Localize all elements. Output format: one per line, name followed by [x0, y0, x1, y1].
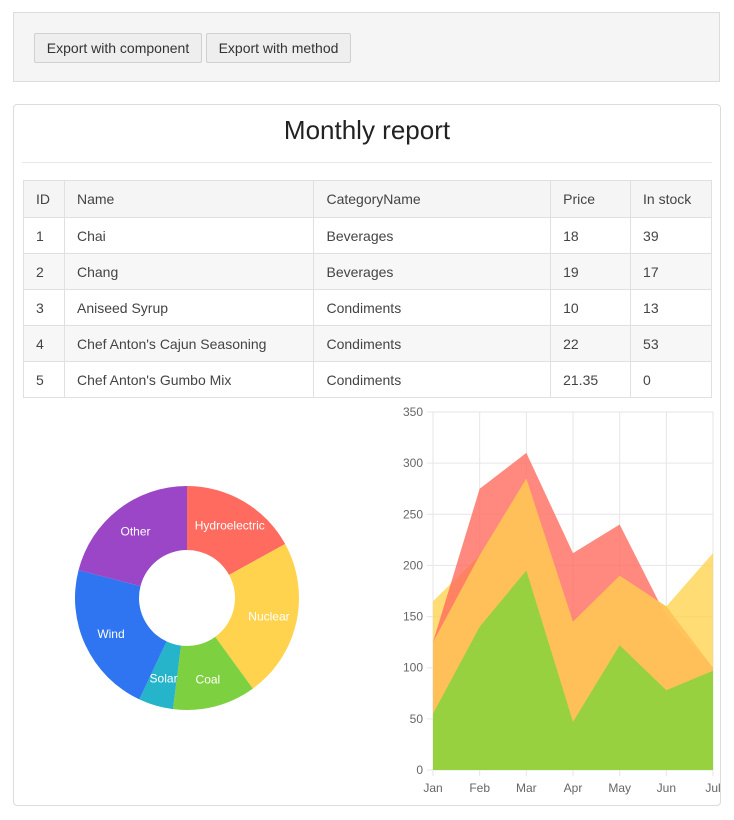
- cell-id: 5: [23, 361, 65, 398]
- donut-label-solar: Solar: [150, 672, 178, 686]
- cell-id: 2: [23, 253, 65, 290]
- donut-label-other: Other: [121, 525, 151, 539]
- cell-name: Aniseed Syrup: [63, 289, 315, 326]
- report-card: Monthly report ID Name CategoryName Pric…: [13, 104, 721, 806]
- donut-label-wind: Wind: [97, 627, 124, 641]
- cell-price: 10: [550, 289, 632, 326]
- table-row: 3 Aniseed Syrup Condiments 10 13: [23, 289, 712, 326]
- donut-label-nuclear: Nuclear: [248, 609, 289, 623]
- cell-category: Condiments: [313, 289, 552, 326]
- x-tick-label: Jun: [657, 781, 676, 795]
- donut-slice-nuclear: [215, 544, 299, 689]
- export-with-component-button[interactable]: Export with component: [34, 33, 202, 63]
- table-row: 5 Chef Anton's Gumbo Mix Condiments 21.3…: [23, 361, 712, 398]
- cell-in-stock: 17: [630, 253, 712, 290]
- area-series-4: [433, 570, 713, 770]
- cell-name: Chef Anton's Gumbo Mix: [63, 361, 315, 398]
- report-title: Monthly report: [283, 115, 451, 145]
- column-header-name: Name: [63, 180, 315, 218]
- energy-donut-chart: Hydroelectric Nuclear Coal Solar Wind Other: [75, 486, 299, 710]
- cell-in-stock: 13: [630, 289, 712, 326]
- cell-name: Chef Anton's Cajun Seasoning: [63, 325, 315, 362]
- column-header-id: ID: [23, 180, 65, 218]
- table-header-row: ID Name CategoryName Price In stock: [23, 180, 712, 218]
- x-tick-label: Mar: [516, 781, 537, 795]
- donut-label-coal: Coal: [196, 672, 221, 686]
- column-header-category: CategoryName: [313, 180, 552, 218]
- cell-category: Condiments: [313, 361, 552, 398]
- y-tick-label: 200: [403, 558, 423, 572]
- donut-slice-solar: [139, 641, 181, 710]
- products-table: ID Name CategoryName Price In stock 1 Ch…: [23, 180, 712, 398]
- x-tick-label: Feb: [469, 781, 490, 795]
- monthly-area-chart: 0 50 100 150 200 250 300 350 Jan Feb Mar Apr May Jun J…: [403, 405, 721, 795]
- cell-name: Chai: [63, 217, 315, 254]
- cell-in-stock: 39: [630, 217, 712, 254]
- donut-label-hydroelectric: Hydroelectric: [195, 519, 265, 533]
- cell-category: Beverages: [313, 217, 552, 254]
- y-tick-label: 0: [416, 763, 423, 777]
- cell-in-stock: 53: [630, 325, 712, 362]
- cell-price: 18: [550, 217, 632, 254]
- column-header-in-stock: In stock: [630, 180, 712, 218]
- table-row: 4 Chef Anton's Cajun Seasoning Condiment…: [23, 325, 712, 362]
- donut-slice-hydroelectric: [187, 486, 286, 575]
- y-tick-label: 50: [410, 712, 424, 726]
- cell-in-stock: 0: [630, 361, 712, 398]
- table-row: 2 Chang Beverages 19 17: [23, 253, 712, 290]
- y-tick-label: 150: [403, 610, 423, 624]
- cell-category: Beverages: [313, 253, 552, 290]
- x-tick-label: Apr: [564, 781, 583, 795]
- cell-price: 21.35: [550, 361, 632, 398]
- donut-slice-coal: [172, 636, 253, 710]
- donut-slice-wind: [75, 570, 167, 700]
- y-tick-label: 250: [403, 507, 423, 521]
- export-with-method-button[interactable]: Export with method: [206, 33, 351, 63]
- y-tick-label: 100: [403, 661, 423, 675]
- cell-price: 19: [550, 253, 632, 290]
- x-tick-label: Jan: [423, 781, 442, 795]
- donut-slice-other: [78, 486, 187, 587]
- export-toolbar: Export with component Export with method: [13, 12, 720, 82]
- x-tick-label: Jul: [705, 781, 720, 795]
- cell-price: 22: [550, 325, 632, 362]
- cell-id: 4: [23, 325, 65, 362]
- table-row: 1 Chai Beverages 18 39: [23, 217, 712, 254]
- cell-id: 3: [23, 289, 65, 326]
- cell-name: Chang: [63, 253, 315, 290]
- title-divider: [22, 162, 712, 163]
- cell-category: Condiments: [313, 325, 552, 362]
- x-tick-label: May: [608, 781, 631, 795]
- column-header-price: Price: [550, 180, 632, 218]
- y-tick-label: 300: [403, 456, 423, 470]
- y-tick-label: 350: [403, 405, 423, 419]
- cell-id: 1: [23, 217, 65, 254]
